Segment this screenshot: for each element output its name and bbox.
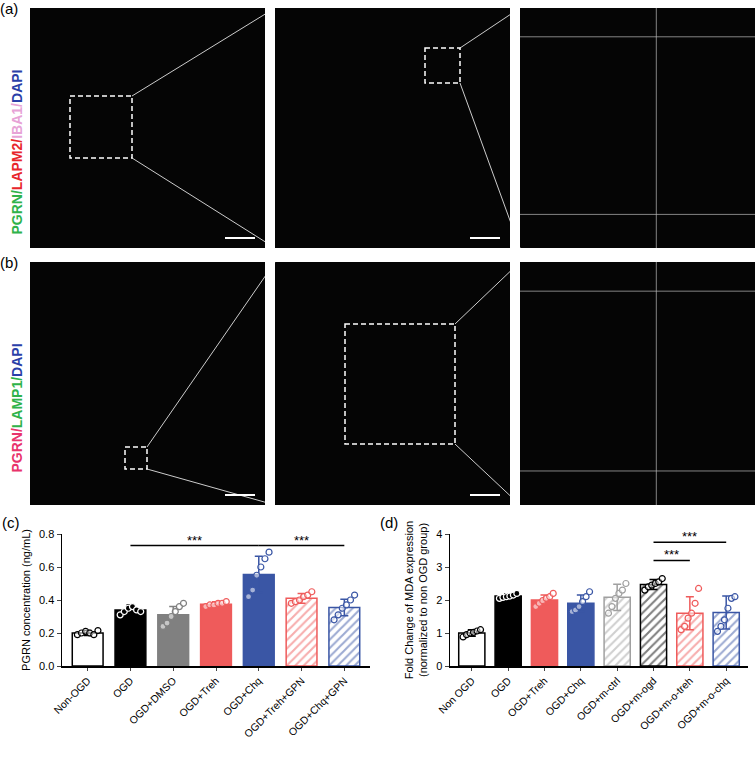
html-text:LAPM2/: LAPM2/ [9, 138, 25, 191]
svg-text:OGD+Treh: OGD+Treh [176, 674, 221, 719]
svg-text:Fold Change of MDA expression(: Fold Change of MDA expression(normalized… [403, 521, 429, 679]
html-text:DAPI: DAPI [9, 69, 25, 103]
svg-text:OGD+m-ctrl: OGD+m-ctrl [574, 674, 622, 722]
html-text:(a): (a) [0, 0, 19, 17]
svg-text:0.0: 0.0 [39, 660, 54, 672]
svg-text:0.2: 0.2 [39, 627, 54, 639]
svg-text:0.6: 0.6 [39, 561, 54, 573]
html-text:PGRN/: PGRN/ [9, 190, 25, 235]
svg-text:1: 1 [436, 627, 442, 639]
svg-text:***: *** [682, 529, 697, 544]
svg-text:OGD+Chq: OGD+Chq [221, 674, 264, 717]
html-text:(c): (c) [2, 514, 20, 531]
html-text:IBA1/: IBA1/ [9, 103, 25, 139]
html-text:DAPI: DAPI [9, 343, 25, 377]
svg-text:OGD+Chq+GPN: OGD+Chq+GPN [286, 674, 350, 738]
svg-text:3: 3 [436, 561, 442, 573]
svg-text:OGD+Treh+GPN: OGD+Treh+GPN [242, 674, 307, 739]
svg-text:0.4: 0.4 [39, 594, 54, 606]
svg-text:OGD: OGD [488, 674, 514, 700]
svg-text:0.8: 0.8 [39, 528, 54, 540]
svg-text:Non-OGD: Non-OGD [51, 674, 93, 716]
svg-text:0: 0 [436, 660, 442, 672]
svg-text:OGD+m-o-chq: OGD+m-o-chq [674, 674, 731, 731]
html-text:(d): (d) [380, 514, 399, 531]
svg-text:OGD+DMSO: OGD+DMSO [126, 674, 178, 726]
html-text:LAMP1/: LAMP1/ [9, 376, 25, 428]
svg-text:2: 2 [436, 594, 442, 606]
html-text:(b): (b) [0, 254, 19, 271]
svg-text:OGD: OGD [110, 674, 136, 700]
svg-text:4: 4 [436, 528, 442, 540]
svg-text:***: *** [294, 533, 309, 548]
svg-text:OGD+Chq: OGD+Chq [543, 674, 586, 717]
html-text:PGRN/: PGRN/ [9, 428, 25, 473]
svg-text:***: *** [664, 547, 679, 562]
svg-text:Non OGD: Non OGD [436, 674, 477, 715]
svg-text:OGD+m-o-treh: OGD+m-o-treh [637, 674, 695, 732]
svg-text:OGD+Treh: OGD+Treh [505, 674, 550, 719]
svg-text:OGD+m-ogd: OGD+m-ogd [608, 674, 659, 725]
svg-text:***: *** [187, 533, 202, 548]
svg-text:PGRN concentration (ng/mL): PGRN concentration (ng/mL) [20, 529, 32, 671]
